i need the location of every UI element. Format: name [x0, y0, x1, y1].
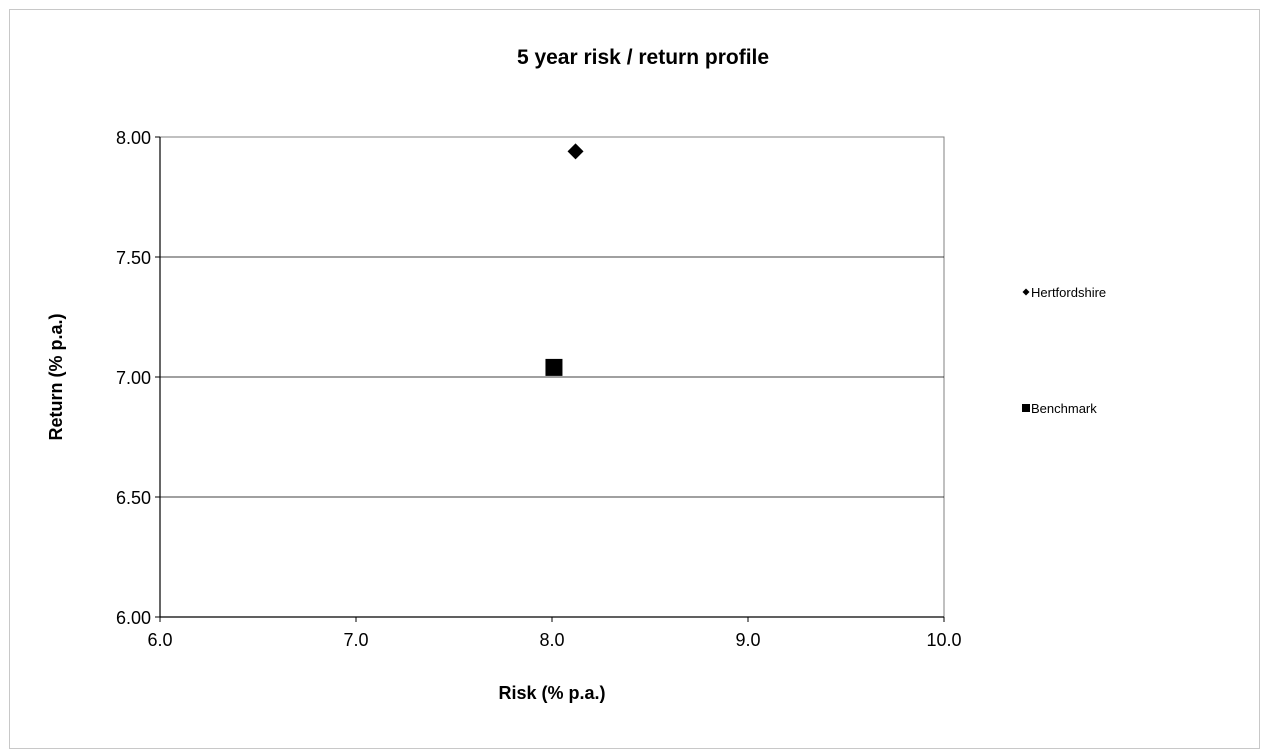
y-axis-title: Return (% p.a.)	[46, 313, 66, 440]
y-tick-label: 7.50	[116, 248, 151, 268]
y-tick-label: 6.00	[116, 608, 151, 628]
legend-label-hertfordshire: Hertfordshire	[1031, 285, 1106, 300]
data-point-benchmark	[545, 358, 563, 376]
y-tick-label: 6.50	[116, 488, 151, 508]
x-tick-label: 6.0	[147, 630, 172, 650]
x-tick-label: 8.0	[539, 630, 564, 650]
x-tick-label: 7.0	[343, 630, 368, 650]
y-axis-ticks: 6.00 6.50 7.00 7.50 8.00	[116, 128, 160, 628]
x-axis-ticks: 6.0 7.0 8.0 9.0 10.0	[147, 617, 962, 650]
y-tick-label: 8.00	[116, 128, 151, 148]
x-tick-label: 10.0	[926, 630, 961, 650]
chart-title: 5 year risk / return profile	[517, 46, 769, 69]
legend-label-benchmark: Benchmark	[1031, 401, 1097, 416]
x-tick-label: 9.0	[735, 630, 760, 650]
grid-lines	[160, 256, 944, 498]
data-points	[545, 143, 584, 376]
y-tick-label: 7.00	[116, 368, 151, 388]
x-axis-title: Risk (% p.a.)	[498, 683, 605, 703]
legend-marker-benchmark	[1022, 404, 1030, 412]
data-point-hertfordshire	[567, 143, 584, 160]
legend: Hertfordshire Benchmark	[1022, 285, 1106, 416]
legend-marker-hertfordshire	[1022, 288, 1030, 296]
